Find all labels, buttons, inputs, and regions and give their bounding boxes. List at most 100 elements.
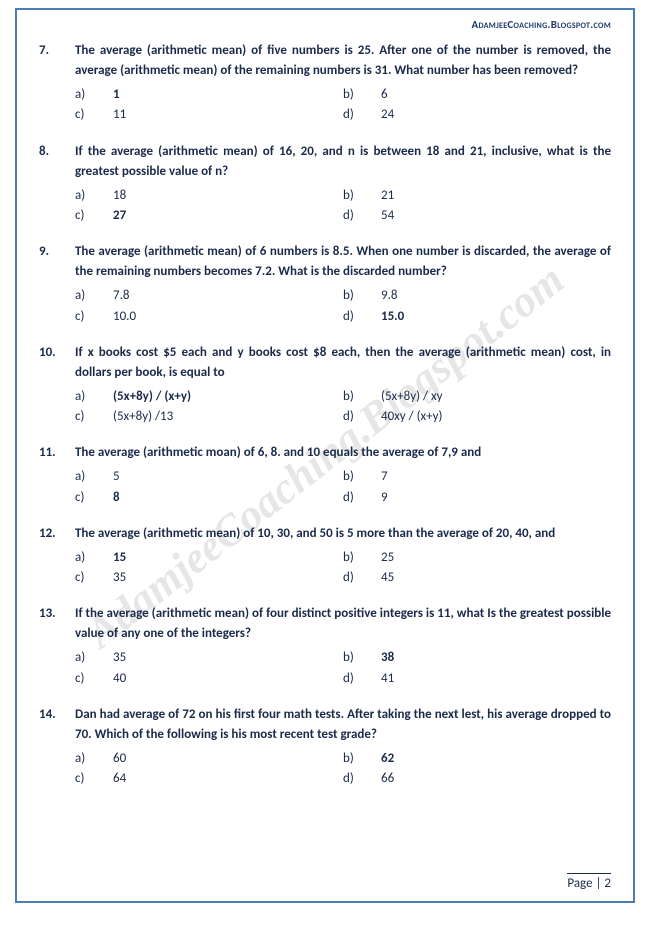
question-row: 10.If x books cost $5 each and y books c… bbox=[39, 343, 611, 383]
option-letter: d) bbox=[343, 488, 381, 508]
question-text: The average (arithmetic mean) of 10, 30,… bbox=[75, 524, 611, 544]
option: b)7 bbox=[343, 467, 611, 487]
option-value: 40xy / (x+y) bbox=[381, 407, 442, 427]
question: 8.If the average (arithmetic mean) of 16… bbox=[39, 142, 611, 227]
options: a)15b)25c)35d)45 bbox=[75, 548, 611, 588]
option: b)38 bbox=[343, 648, 611, 668]
option: d)40xy / (x+y) bbox=[343, 407, 611, 427]
option: b)21 bbox=[343, 186, 611, 206]
option-row: c)(5x+8y) /13d)40xy / (x+y) bbox=[75, 407, 611, 427]
option-value: 11 bbox=[113, 105, 126, 125]
option-letter: a) bbox=[75, 548, 113, 568]
option-value: 9.8 bbox=[381, 286, 397, 306]
option-value: 40 bbox=[113, 669, 126, 689]
option-value: 15.0 bbox=[381, 307, 404, 327]
option: d)24 bbox=[343, 105, 611, 125]
option-letter: b) bbox=[343, 286, 381, 306]
option: d)9 bbox=[343, 488, 611, 508]
option-letter: d) bbox=[343, 105, 381, 125]
option: c)40 bbox=[75, 669, 343, 689]
option-letter: c) bbox=[75, 488, 113, 508]
question-text: Dan had average of 72 on his first four … bbox=[75, 705, 611, 745]
option-value: 45 bbox=[381, 568, 394, 588]
question-number: 10. bbox=[39, 343, 75, 383]
question-text: If x books cost $5 each and y books cost… bbox=[75, 343, 611, 383]
option-row: c)10.0d)15.0 bbox=[75, 307, 611, 327]
option-letter: b) bbox=[343, 548, 381, 568]
option: d)45 bbox=[343, 568, 611, 588]
option-letter: c) bbox=[75, 769, 113, 789]
option: d)54 bbox=[343, 206, 611, 226]
option: a)1 bbox=[75, 85, 343, 105]
options: a)(5x+8y) / (x+y)b)(5x+8y) / xyc)(5x+8y)… bbox=[75, 387, 611, 427]
option-letter: c) bbox=[75, 206, 113, 226]
question-text: The average (arithmetic mean) of five nu… bbox=[75, 41, 611, 81]
option-row: a)60b)62 bbox=[75, 749, 611, 769]
option-letter: c) bbox=[75, 669, 113, 689]
option-value: 7.8 bbox=[113, 286, 129, 306]
question-text: The average (arithmetic moan) of 6, 8. a… bbox=[75, 443, 611, 463]
option-letter: b) bbox=[343, 387, 381, 407]
question: 13.If the average (arithmetic mean) of f… bbox=[39, 604, 611, 689]
option-value: 35 bbox=[113, 568, 126, 588]
option-letter: c) bbox=[75, 307, 113, 327]
question-row: 8.If the average (arithmetic mean) of 16… bbox=[39, 142, 611, 182]
question-text: If the average (arithmetic mean) of four… bbox=[75, 604, 611, 644]
question-row: 13.If the average (arithmetic mean) of f… bbox=[39, 604, 611, 644]
option-row: a)1b)6 bbox=[75, 85, 611, 105]
option: a)18 bbox=[75, 186, 343, 206]
question-number: 7. bbox=[39, 41, 75, 81]
option-row: c)40d)41 bbox=[75, 669, 611, 689]
option-letter: a) bbox=[75, 387, 113, 407]
option: b)62 bbox=[343, 749, 611, 769]
question-row: 14.Dan had average of 72 on his first fo… bbox=[39, 705, 611, 745]
option-value: 8 bbox=[113, 488, 120, 508]
option-row: a)18b)21 bbox=[75, 186, 611, 206]
option-letter: a) bbox=[75, 186, 113, 206]
option-letter: a) bbox=[75, 85, 113, 105]
page-footer: Page | 2 bbox=[567, 873, 611, 891]
page-header: AdamjeeCoaching.Blogspot.com bbox=[39, 18, 611, 31]
question: 7.The average (arithmetic mean) of five … bbox=[39, 41, 611, 126]
option-letter: c) bbox=[75, 105, 113, 125]
question-text: If the average (arithmetic mean) of 16, … bbox=[75, 142, 611, 182]
option-value: 18 bbox=[113, 186, 126, 206]
option-value: 35 bbox=[113, 648, 126, 668]
option-value: 7 bbox=[381, 467, 388, 487]
option-value: 64 bbox=[113, 769, 126, 789]
option-value: 6 bbox=[381, 85, 388, 105]
option: c)(5x+8y) /13 bbox=[75, 407, 343, 427]
option-letter: d) bbox=[343, 307, 381, 327]
option-letter: d) bbox=[343, 407, 381, 427]
option: a)60 bbox=[75, 749, 343, 769]
question-row: 9.The average (arithmetic mean) of 6 num… bbox=[39, 242, 611, 282]
option-letter: b) bbox=[343, 85, 381, 105]
option: c)11 bbox=[75, 105, 343, 125]
option: c)27 bbox=[75, 206, 343, 226]
option-value: 15 bbox=[113, 548, 126, 568]
question-row: 7.The average (arithmetic mean) of five … bbox=[39, 41, 611, 81]
option: a)15 bbox=[75, 548, 343, 568]
option-row: a)5b)7 bbox=[75, 467, 611, 487]
question-number: 12. bbox=[39, 524, 75, 544]
option: a)7.8 bbox=[75, 286, 343, 306]
option: b) 9.8 bbox=[343, 286, 611, 306]
option-row: a)35 b)38 bbox=[75, 648, 611, 668]
option-letter: a) bbox=[75, 648, 113, 668]
option-letter: d) bbox=[343, 669, 381, 689]
option-letter: a) bbox=[75, 286, 113, 306]
option-letter: a) bbox=[75, 467, 113, 487]
option-letter: d) bbox=[343, 769, 381, 789]
option-value: 9 bbox=[381, 488, 388, 508]
options: a)1b)6c)11d)24 bbox=[75, 85, 611, 125]
question-text: The average (arithmetic mean) of 6 numbe… bbox=[75, 242, 611, 282]
question-number: 13. bbox=[39, 604, 75, 644]
option-row: a)(5x+8y) / (x+y)b)(5x+8y) / xy bbox=[75, 387, 611, 407]
options: a)35b)38c)40d)41 bbox=[75, 648, 611, 688]
option-value: 60 bbox=[113, 749, 126, 769]
question: 9.The average (arithmetic mean) of 6 num… bbox=[39, 242, 611, 327]
option: b)(5x+8y) / xy bbox=[343, 387, 611, 407]
option: b)6 bbox=[343, 85, 611, 105]
option: a)5 bbox=[75, 467, 343, 487]
option-letter: d) bbox=[343, 568, 381, 588]
